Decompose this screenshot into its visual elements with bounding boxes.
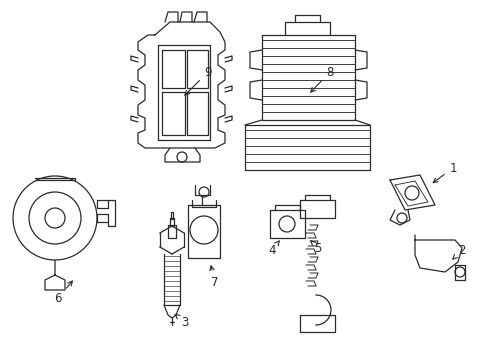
- Text: 3: 3: [175, 314, 188, 328]
- Text: 8: 8: [310, 66, 333, 92]
- Text: 7: 7: [209, 266, 218, 288]
- Text: 9: 9: [184, 66, 211, 95]
- Text: 6: 6: [54, 281, 72, 305]
- Text: 2: 2: [452, 243, 465, 259]
- Text: 1: 1: [432, 162, 456, 183]
- Text: 4: 4: [268, 241, 279, 257]
- Text: 5: 5: [310, 241, 321, 255]
